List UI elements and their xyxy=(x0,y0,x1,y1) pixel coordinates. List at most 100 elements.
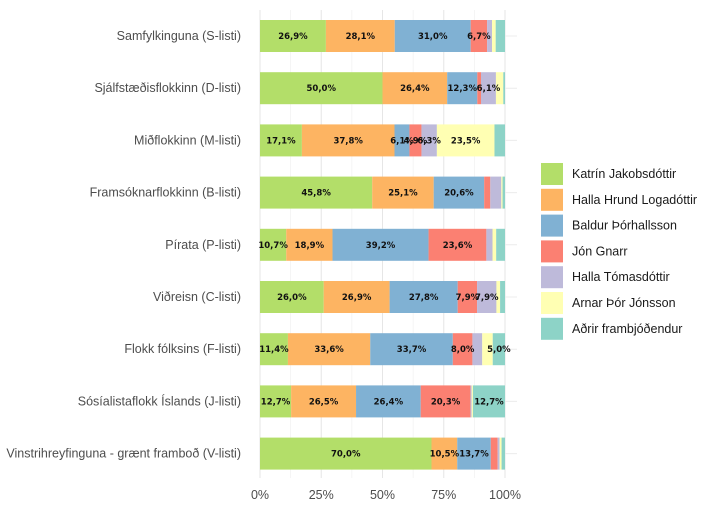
bar-segment xyxy=(389,281,458,313)
data-label: 31,0% xyxy=(418,32,448,42)
data-label: 4,9% xyxy=(404,136,428,146)
category-label: Sósíalistaflokk Íslands (J-listi) xyxy=(78,393,241,408)
bars xyxy=(260,20,505,470)
bar-segment xyxy=(428,228,487,261)
bar-segment xyxy=(433,176,485,209)
legend-label: Halla Tómasdóttir xyxy=(572,270,670,284)
bar-segment xyxy=(496,228,505,261)
data-label: 26,0% xyxy=(277,293,307,303)
data-label: 11,4% xyxy=(259,345,289,355)
bar-segment xyxy=(420,385,471,418)
bar-segment xyxy=(501,176,503,209)
category-label: Framsóknarflokkinn (B-listi) xyxy=(90,186,241,200)
bar-segment xyxy=(260,385,292,418)
bar-segment xyxy=(286,228,333,261)
bar-segment xyxy=(487,20,493,52)
data-label: 20,3% xyxy=(431,397,461,407)
bar-segment xyxy=(260,20,326,52)
legend-swatch xyxy=(541,240,563,263)
bar-segment xyxy=(490,176,502,209)
legend-item: Baldur Þórhallsson xyxy=(541,214,677,237)
bar-segment xyxy=(323,281,390,313)
bar-segment xyxy=(495,72,504,105)
data-label: 27,8% xyxy=(409,293,439,303)
data-label: 25,1% xyxy=(388,189,418,199)
data-label: 26,5% xyxy=(309,397,339,407)
bar-segment xyxy=(486,228,493,261)
data-label: 12,3% xyxy=(447,84,477,94)
legend-item: Katrín Jakobsdóttir xyxy=(541,163,676,185)
bar-segment xyxy=(287,333,371,366)
category-label: Pírata (P-listi) xyxy=(165,238,241,252)
legend-label: Katrín Jakobsdóttir xyxy=(572,167,676,181)
bar-segment xyxy=(394,124,410,157)
bar-segment xyxy=(372,176,434,209)
legend-label: Arnar Þór Jónsson xyxy=(572,296,676,310)
bar-segment xyxy=(495,20,505,52)
bar-segment xyxy=(260,437,432,470)
bar-segment xyxy=(492,333,505,366)
x-tick-label: 100% xyxy=(489,488,521,502)
data-label: 33,7% xyxy=(397,345,427,355)
category-label: Viðreisn (C-listi) xyxy=(153,290,241,304)
legend-swatch xyxy=(541,214,563,237)
bar-segment xyxy=(484,176,491,209)
value-axis-ticks: 0% 25% 50% 75% 100% xyxy=(251,488,521,502)
bar-segment xyxy=(457,437,491,470)
legend-swatch xyxy=(541,188,563,211)
legend-item: Halla Tómasdóttir xyxy=(541,266,670,289)
bar-segment xyxy=(499,437,502,470)
data-label: 8,0% xyxy=(451,345,475,355)
bar-segment xyxy=(421,124,437,157)
legend-label: Aðrir frambjóðendur xyxy=(572,322,682,336)
bar-segment xyxy=(260,228,287,261)
bar-segment xyxy=(471,385,473,418)
bar-segment xyxy=(501,437,505,470)
data-label: 18,9% xyxy=(295,241,325,251)
category-label: Flokk fólksins (F-listi) xyxy=(124,342,241,356)
bar-segment xyxy=(260,72,383,105)
data-label: 26,9% xyxy=(278,32,308,42)
legend-swatch xyxy=(541,266,563,289)
category-label: Samfylkinguna (S-listi) xyxy=(117,29,241,43)
bar-segment xyxy=(332,228,429,261)
data-label: 17,1% xyxy=(266,136,296,146)
bar-segment xyxy=(482,333,493,366)
bar-segment xyxy=(472,385,505,418)
data-label: 33,6% xyxy=(314,345,344,355)
x-tick-label: 75% xyxy=(431,488,456,502)
data-label: 10,7% xyxy=(258,241,288,251)
legend: Katrín Jakobsdóttir Halla Hrund Logadótti… xyxy=(541,163,697,340)
bar-segment xyxy=(470,385,472,418)
data-labels: 26,9% 28,1% 31,0% 6,7%50,0% 26,4% 12,3% 6,1%17… xyxy=(258,32,511,460)
bar-segment xyxy=(301,124,395,157)
data-label: 10,5% xyxy=(430,450,460,460)
category-label: Vinstrihreyfinguna - grænt framboð (V-li… xyxy=(6,447,241,461)
data-label: 12,7% xyxy=(261,397,291,407)
bar-segment xyxy=(260,124,302,157)
data-label: 23,5% xyxy=(451,136,481,146)
legend-item: Arnar Þór Jónsson xyxy=(541,292,676,314)
bar-segment xyxy=(409,124,422,157)
bar-segment xyxy=(470,20,488,52)
bar-segment xyxy=(497,437,500,470)
data-label: 45,8% xyxy=(301,189,331,199)
bar-segment xyxy=(503,72,505,105)
data-label: 26,4% xyxy=(374,397,404,407)
bar-segment xyxy=(494,124,505,157)
bar-segment xyxy=(436,124,495,157)
bar-segment xyxy=(447,72,478,105)
bar-segment xyxy=(457,281,478,313)
bar-segment xyxy=(260,281,324,313)
category-axis-labels: Samfylkinguna (S-listi) Sjálfstæðisflokki… xyxy=(6,29,241,461)
x-tick-label: 50% xyxy=(370,488,395,502)
legend-item: Jón Gnarr xyxy=(541,240,628,263)
bar-segment xyxy=(472,333,483,366)
data-label: 7,9% xyxy=(475,293,499,303)
data-label: 28,1% xyxy=(346,32,376,42)
legend-swatch xyxy=(541,163,563,185)
legend-label: Baldur Þórhallsson xyxy=(572,219,677,233)
bar-segment xyxy=(382,72,448,105)
data-label: 5,0% xyxy=(487,345,511,355)
